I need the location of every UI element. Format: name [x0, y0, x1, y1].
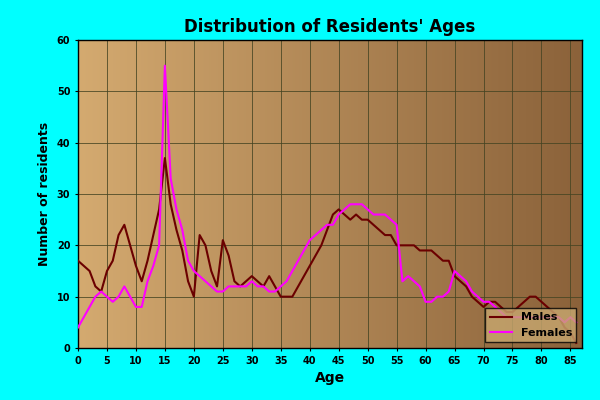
Line: Males: Males [78, 158, 576, 343]
Females [161, 63, 169, 68]
Legend: Males, Females: Males, Females [485, 308, 577, 342]
Males [225, 253, 232, 258]
Females [329, 222, 337, 227]
Females [190, 269, 197, 274]
Males [161, 156, 169, 160]
Males [572, 340, 580, 345]
Females [155, 243, 163, 248]
Females [289, 269, 296, 274]
Males [289, 294, 296, 299]
Line: Females: Females [78, 66, 576, 328]
Males [329, 212, 337, 217]
X-axis label: Age: Age [315, 371, 345, 385]
Y-axis label: Number of residents: Number of residents [38, 122, 52, 266]
Males [74, 258, 82, 263]
Males [155, 207, 163, 212]
Females [225, 284, 232, 289]
Title: Distribution of Residents' Ages: Distribution of Residents' Ages [184, 18, 476, 36]
Females [572, 320, 580, 325]
Males [190, 294, 197, 299]
Females [486, 299, 493, 304]
Females [74, 325, 82, 330]
Males [486, 299, 493, 304]
